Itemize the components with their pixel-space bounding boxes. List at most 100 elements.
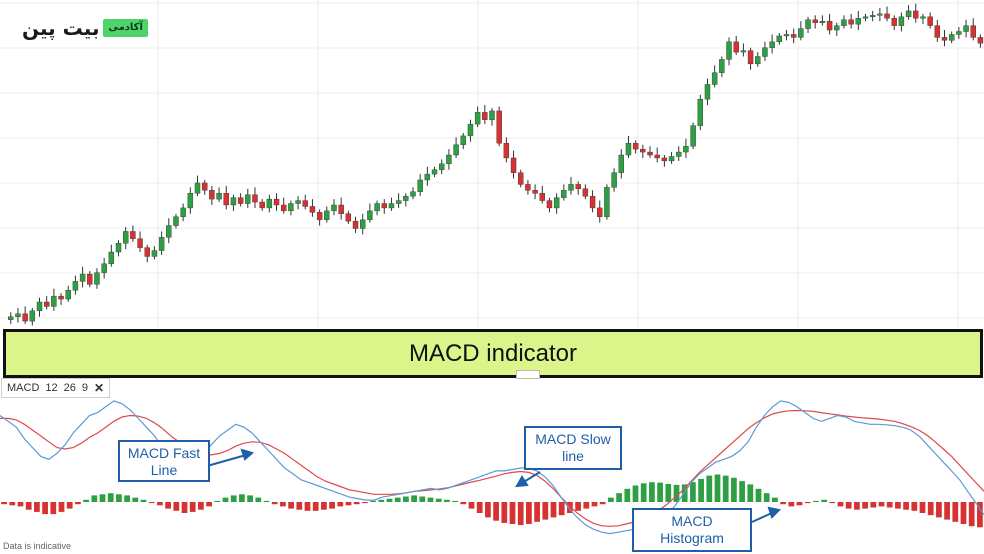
histogram-bar — [239, 494, 245, 502]
candle-body — [338, 204, 344, 215]
histogram-bar — [419, 496, 426, 502]
candle-body — [805, 19, 811, 29]
candle-body — [934, 25, 941, 38]
histogram-bar — [501, 502, 508, 523]
close-icon[interactable]: ✕ — [94, 381, 105, 395]
indicator-name: MACD — [7, 382, 40, 394]
pane-resize-handle[interactable] — [516, 370, 540, 379]
histogram-bar — [485, 502, 491, 518]
candle-body — [891, 18, 897, 26]
candle-body — [676, 151, 682, 157]
brand-name: بیت پین — [22, 16, 100, 40]
histogram-bar — [772, 497, 778, 502]
candle-body — [280, 204, 287, 212]
candle-body — [948, 34, 955, 41]
histogram-bar — [140, 499, 147, 502]
histogram-bar — [107, 493, 114, 502]
histogram-bar — [173, 502, 180, 511]
candle-body — [783, 34, 790, 37]
histogram-bar — [288, 502, 294, 509]
candle-body — [201, 182, 208, 191]
fast-line-callout: MACD Fast Line — [118, 440, 210, 482]
candle-body — [345, 213, 352, 222]
histogram-pointer-head — [767, 506, 782, 519]
histogram-bar — [370, 500, 376, 502]
candle-body — [618, 154, 624, 173]
candle-body — [302, 200, 308, 207]
histogram-bar — [337, 502, 344, 507]
histogram-bar — [567, 502, 573, 513]
candle-body — [826, 21, 833, 31]
candle-body — [503, 143, 510, 159]
candle-body — [640, 148, 646, 153]
histogram-bar — [280, 502, 286, 507]
candle-body — [489, 110, 495, 120]
candle-body — [352, 220, 359, 229]
candle-body — [360, 219, 366, 229]
candle-body — [726, 41, 732, 60]
histogram-bar — [575, 502, 581, 511]
indicator-slow-period: 26 — [63, 382, 76, 394]
candle-body — [316, 212, 323, 220]
candle-body — [905, 10, 912, 18]
histogram-bar — [755, 488, 762, 502]
histogram-bar — [854, 502, 860, 510]
histogram-bar — [386, 498, 393, 502]
fast-line-callout-text: MACD Fast Line — [127, 445, 201, 478]
candle-body — [546, 200, 553, 209]
histogram-bar — [878, 502, 885, 507]
histogram-bar — [927, 502, 934, 516]
candle-body — [611, 172, 617, 188]
histogram-bar — [583, 502, 590, 509]
histogram-bar — [706, 475, 713, 502]
candle-body — [266, 198, 273, 209]
candle-body — [130, 231, 136, 239]
candle-body — [582, 188, 589, 197]
histogram-bar — [698, 478, 704, 502]
candle-body — [625, 143, 632, 156]
candle-body — [927, 16, 933, 26]
candle-body — [417, 179, 423, 192]
histogram-bar — [788, 502, 795, 507]
chart-grid — [0, 0, 984, 327]
histogram-bar — [657, 482, 663, 502]
candle-body — [697, 98, 704, 126]
indicator-legend[interactable]: MACD 12 26 9 ✕ — [1, 378, 111, 398]
banner-title: MACD indicator — [408, 339, 578, 367]
histogram-bar — [124, 495, 130, 502]
histogram-bar — [312, 502, 319, 511]
histogram-bar — [25, 502, 32, 510]
histogram-bar — [845, 502, 852, 509]
histogram-bar — [558, 502, 565, 516]
histogram-bar — [608, 497, 614, 502]
macd-slow-line — [0, 409, 984, 527]
candle-body — [295, 200, 301, 204]
slow-line-pointer-head — [515, 475, 529, 488]
candle-body — [424, 173, 431, 181]
candle-body — [604, 187, 610, 217]
data-disclaimer: Data is indicative — [3, 541, 72, 551]
histogram-bar — [591, 502, 598, 507]
histogram-bar — [780, 502, 786, 505]
histogram-callout-text: MACD Histogram — [660, 513, 724, 546]
histogram-bar — [944, 502, 950, 520]
histogram-bar — [198, 502, 204, 510]
histogram-bar — [165, 502, 171, 509]
candle-body — [755, 56, 761, 65]
histogram-bar — [58, 502, 65, 512]
histogram-bar — [813, 500, 819, 502]
histogram-bar — [476, 502, 483, 513]
histogram-callout: MACD Histogram — [632, 508, 752, 552]
candle-body — [403, 195, 409, 201]
candle-body — [711, 72, 718, 85]
histogram-bar — [230, 495, 237, 502]
histogram-bar — [919, 502, 926, 513]
candle-body — [956, 31, 962, 35]
histogram-bar — [640, 483, 647, 502]
candle-body — [180, 207, 186, 217]
candle-body — [173, 216, 179, 226]
candle-body — [632, 143, 639, 150]
histogram-bar — [362, 502, 368, 504]
histogram-bar — [411, 495, 417, 502]
